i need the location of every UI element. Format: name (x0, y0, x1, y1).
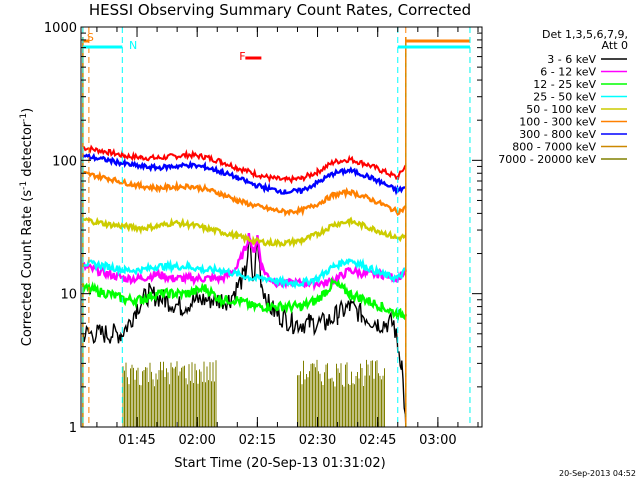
annotation-S: S (87, 31, 94, 44)
interval-layer: S N F (82, 27, 471, 427)
legend-label: 7000 - 20000 keV (498, 153, 596, 166)
series-7000-20000keV (122, 359, 385, 427)
series-line-50-100keV (82, 216, 407, 249)
legend-label: 100 - 300 keV (519, 116, 596, 129)
timestamp: 20-Sep-2013 04:52 (559, 469, 636, 478)
series-line-12-25keV (81, 276, 407, 321)
y-axis-ticks: 1 10 100 1000 (44, 21, 482, 436)
envelope-line-upper (82, 144, 407, 185)
legend-header: Det 1,3,5,6,7,9, (542, 28, 628, 41)
series-line-6-12keV (82, 232, 407, 292)
series-line-300-800keV (82, 152, 407, 196)
x-tick-label: 02:45 (359, 433, 396, 448)
plot-frame (80, 26, 483, 428)
y-tick-label: 1000 (44, 21, 77, 36)
y-tick-label: 1 (69, 421, 77, 436)
series-line-25-50keV (82, 257, 407, 290)
legend-label: 3 - 6 keV (547, 53, 596, 66)
annotation-F: F (239, 50, 245, 63)
y-tick-label: 100 (52, 154, 77, 169)
legend-label: 25 - 50 keV (533, 91, 596, 104)
x-tick-label: 02:15 (239, 433, 276, 448)
x-tick-label: 02:00 (178, 433, 215, 448)
series-800-7000keV (82, 37, 407, 427)
y-tick-label: 10 (60, 288, 77, 303)
y-axis-label: Corrected Count Rate (s-1 detector-1) (19, 108, 35, 346)
legend-label: 300 - 800 keV (519, 128, 596, 141)
chart-title: HESSI Observing Summary Count Rates, Cor… (89, 1, 471, 19)
x-tick-label: 01:45 (118, 433, 155, 448)
x-tick-label: 02:30 (299, 433, 336, 448)
series-line-100-300keV (82, 170, 407, 217)
x-tick-label: 03:00 (419, 433, 456, 448)
annotation-N: N (129, 39, 137, 52)
series-line-3-6keV (82, 235, 407, 428)
x-axis-label: Start Time (20-Sep-13 01:31:02) (174, 456, 385, 471)
series-layer (81, 37, 407, 428)
x-axis-ticks: 01:45 02:00 02:15 02:30 02:45 03:00 (96, 27, 479, 448)
legend-label: 12 - 25 keV (533, 78, 596, 91)
legend-label: 50 - 100 keV (526, 103, 596, 116)
legend-header: Att 0 (602, 39, 628, 52)
legend-label: 6 - 12 keV (540, 66, 596, 79)
legend-label: 800 - 7000 keV (512, 141, 596, 154)
